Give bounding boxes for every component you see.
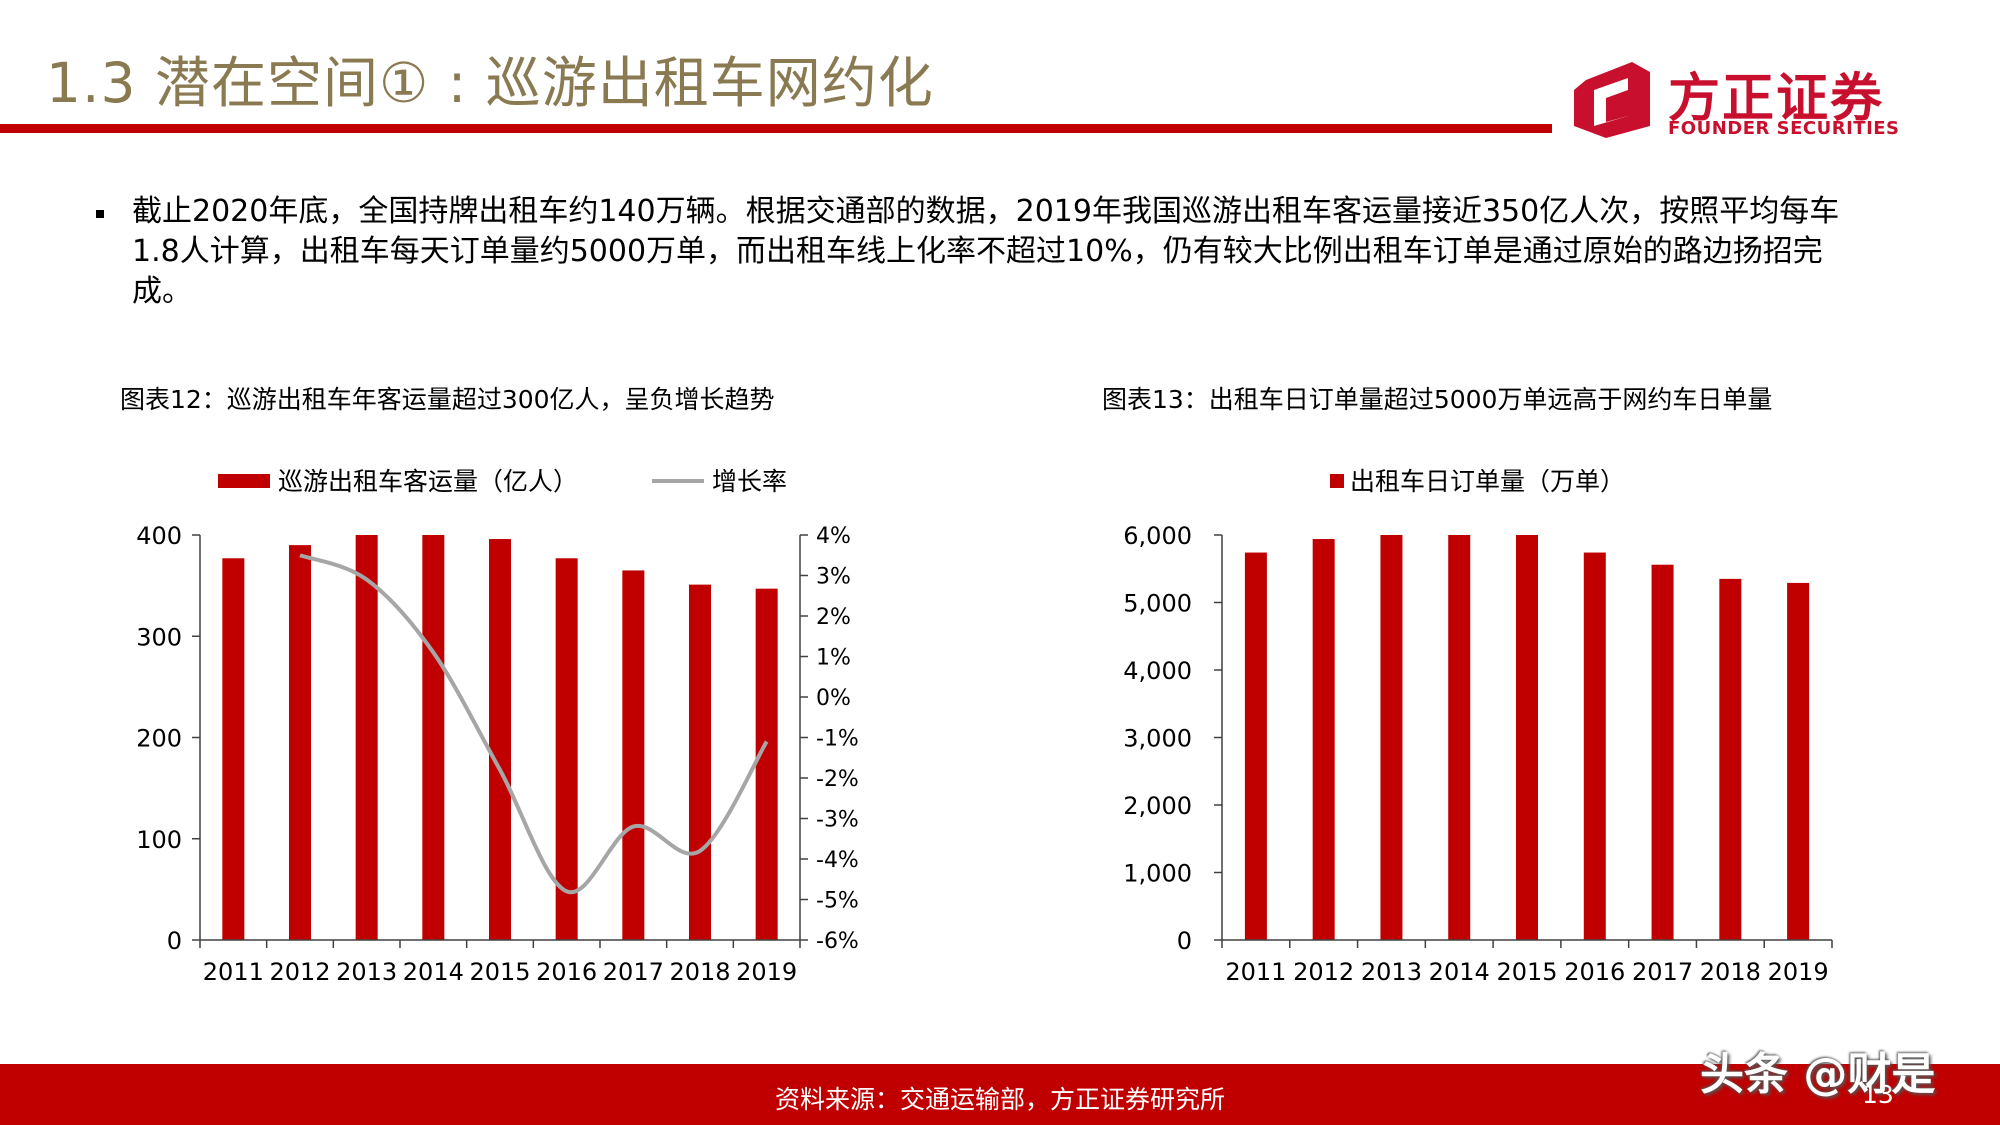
x-tick-label: 2014 [403,958,464,986]
bar-passenger-volume [289,545,311,940]
y-tick-label: 2,000 [1123,792,1192,820]
y-left-tick-label: 100 [136,826,182,854]
y-right-tick-label: 2% [816,605,851,630]
y-right-tick-label: -2% [816,767,859,792]
x-tick-label: 2012 [1293,958,1354,986]
chart12-title: 图表12：巡游出租车年客运量超过300亿人，呈负增长趋势 [120,385,775,414]
x-tick-label: 2011 [1225,958,1286,986]
bar-passenger-volume [355,535,378,940]
bar-daily-orders [1380,535,1403,940]
y-left-tick-label: 300 [136,623,182,651]
bar-passenger-volume [222,558,245,940]
x-tick-label: 2012 [269,958,330,986]
bar-daily-orders [1448,535,1471,940]
bar-passenger-volume [755,588,778,940]
company-logo: 方正证券 FOUNDER SECURITIES [1572,52,1902,142]
x-tick-label: 2013 [336,958,397,986]
y-left-tick-label: 0 [167,927,182,955]
watermark: 头条 @财是 [1700,1049,1936,1100]
legend-swatch-bar [218,474,270,488]
charts-canvas: 巡游出租车客运量（亿人） 增长率 0 100 200 300 400 -6% -5% -4% -3%… [136,467,1833,986]
bar-daily-orders [1651,564,1674,940]
y-right-tick-label: 3% [816,565,851,590]
y-left-tick-label: 400 [136,522,182,550]
x-tick-label: 2017 [603,958,664,986]
logo-text-en: FOUNDER SECURITIES [1668,118,1900,139]
x-tick-label: 2013 [1361,958,1422,986]
y-tick-label: 1,000 [1123,860,1192,888]
title-underline [0,124,1552,133]
x-tick-label: 2015 [1496,958,1557,986]
x-tick-label: 2015 [469,958,530,986]
legend-label-orders: 出租车日订单量（万单） [1350,467,1625,496]
legend-label-line: 增长率 [712,467,787,496]
growth-rate-line [299,553,769,895]
x-tick-label: 2017 [1632,958,1693,986]
bar-passenger-volume [622,570,645,940]
bar-passenger-volume [422,535,445,940]
x-tick-label: 2014 [1429,958,1490,986]
x-tick-label: 2019 [736,958,797,986]
bar-passenger-volume [555,558,578,940]
x-tick-label: 2016 [536,958,597,986]
y-tick-label: 0 [1177,927,1192,955]
bar-daily-orders [1583,552,1606,940]
bar-daily-orders [1719,578,1742,940]
x-tick-label: 2016 [1564,958,1625,986]
y-tick-label: 3,000 [1123,725,1192,753]
bar-daily-orders [1516,535,1538,940]
bar-daily-orders [1787,582,1810,940]
page-number: 13 [1862,1080,1894,1109]
y-left-tick-label: 200 [136,725,182,753]
y-right-tick-label: 0% [816,686,851,711]
y-right-tick-label: -1% [816,727,859,752]
bar-passenger-volume [489,539,511,940]
y-tick-label: 6,000 [1123,522,1192,550]
legend-label-bar: 巡游出租车客运量（亿人） [278,467,578,496]
founder-logo-icon [1574,62,1650,138]
legend-swatch-orders [1330,474,1344,488]
x-tick-label: 2018 [669,958,730,986]
y-right-tick-label: 1% [816,646,851,671]
chart13-title: 图表13：出租车日订单量超过5000万单远高于网约车日单量 [1102,385,1773,414]
bullet-marker [96,210,104,218]
y-right-tick-label: 4% [816,524,851,549]
y-right-tick-label: -4% [816,848,859,873]
y-right-tick-label: -5% [816,889,859,914]
bar-daily-orders [1244,552,1267,940]
bar-daily-orders [1312,539,1335,940]
y-tick-label: 5,000 [1123,590,1192,618]
footer-bar [0,1064,2000,1125]
y-tick-label: 4,000 [1123,657,1192,685]
x-tick-label: 2019 [1768,958,1829,986]
y-right-tick-label: -6% [816,929,859,954]
x-tick-label: 2011 [203,958,264,986]
footer-source: 资料来源：交通运输部，方正证券研究所 [774,1085,1225,1114]
bullet-text: 截止2020年底，全国持牌出租车约140万辆。根据交通部的数据，2019年我国巡… [132,194,1840,309]
slide-title: 1.3 潜在空间① : 巡游出租车网约化 [46,51,934,115]
bar-passenger-volume [689,584,711,940]
x-tick-label: 2018 [1700,958,1761,986]
logo-text-cn: 方正证券 [1668,69,1885,129]
y-right-tick-label: -3% [816,808,859,833]
